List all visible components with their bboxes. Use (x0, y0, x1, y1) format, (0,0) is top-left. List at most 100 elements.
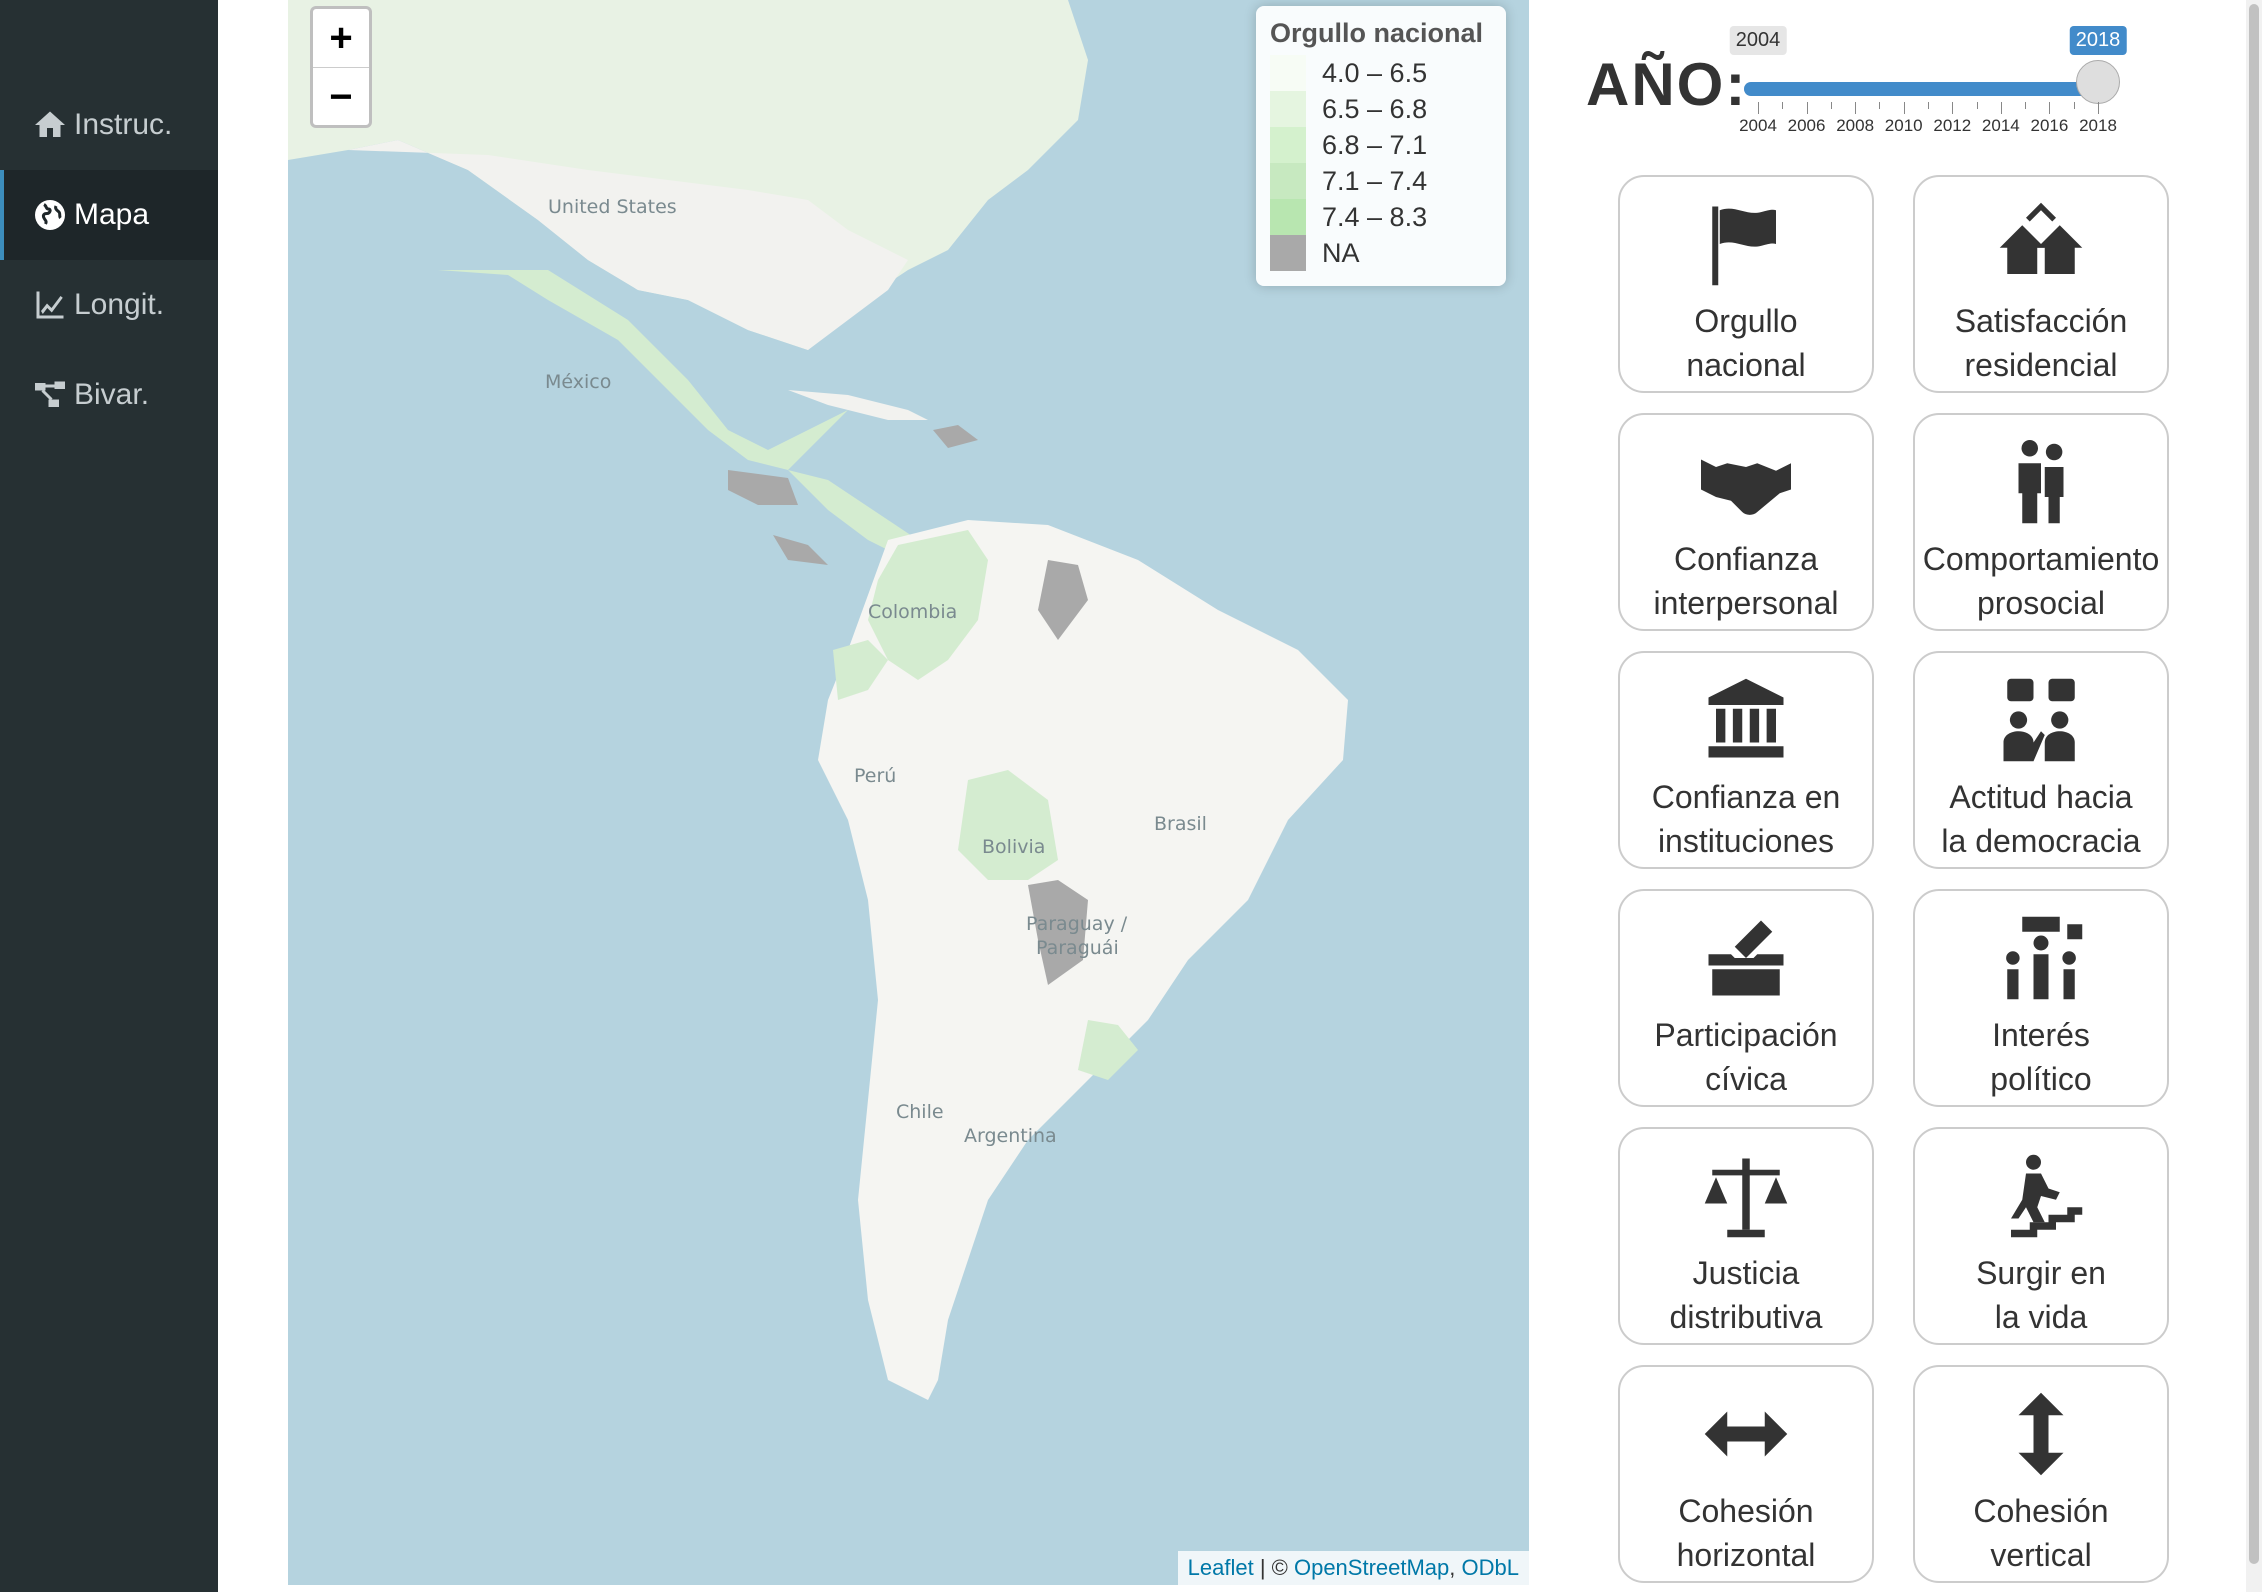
slider-tick-label: 2006 (1787, 116, 1826, 135)
home-icon (35, 111, 65, 137)
slider-value-badge: 2018 (2069, 26, 2127, 55)
vote-people-icon (2003, 678, 2075, 762)
slider-tick (1758, 102, 1759, 114)
card-label-line2: distributiva (1669, 1299, 1823, 1335)
card-label-line2: interpersonal (1653, 585, 1839, 621)
paraguay-na (1028, 880, 1088, 985)
sidebar: Instruc. Mapa Longit. Bivar. (0, 0, 218, 1592)
scrollbar-thumb[interactable] (2249, 4, 2259, 1564)
slider-tick (1928, 102, 1929, 109)
card-cohesion-vertical[interactable]: Cohesión vertical (1913, 1365, 2169, 1583)
year-slider[interactable]: 2004 2018 2004 2006 2008 2010 2012 2014 2016 20… (1729, 20, 2140, 140)
protest-icon (2006, 916, 2083, 1000)
card-interes-politico[interactable]: Interés político (1913, 889, 2169, 1107)
sidebar-item-instruc[interactable]: Instruc. (0, 80, 218, 170)
card-label-line2: la democracia (1941, 823, 2141, 859)
slider-tick (1952, 102, 1954, 114)
slider-tick (1879, 102, 1881, 109)
card-confianza-instituciones[interactable]: Confianza en instituciones (1618, 651, 1874, 869)
mexico-land (438, 270, 848, 470)
slider-tick (1903, 102, 1905, 114)
card-actitud-democracia[interactable]: Actitud hacia la democracia (1913, 651, 2169, 869)
osm-link[interactable]: OpenStreetMap (1293, 1555, 1450, 1580)
card-comportamiento-prosocial[interactable]: Comportamiento prosocial (1913, 413, 2169, 631)
sidebar-item-label: Instruc. (74, 108, 173, 141)
card-label-line1: Participación (1654, 1017, 1838, 1053)
card-label-line2: nacional (1686, 347, 1806, 383)
slider-tick-label: 2004 (1739, 116, 1777, 135)
slider-handle[interactable] (2076, 60, 2120, 104)
legend-label: 6.5 – 6.8 (1322, 93, 1428, 124)
card-label-line2: la vida (1994, 1299, 2088, 1335)
card-label-line2: residencial (1964, 347, 2118, 383)
page-scrollbar[interactable] (2246, 0, 2262, 1592)
network-icon (35, 381, 65, 407)
ballot-box-icon (1708, 920, 1784, 996)
slider-tick (2000, 102, 2002, 114)
legend-entry: 6.8 – 7.1 (1270, 127, 1492, 163)
card-label-line1: Interés (1992, 1017, 2090, 1053)
card-label-line1: Surgir en (1976, 1255, 2106, 1291)
year-label: AÑO: (1586, 51, 1748, 118)
zoom-control: + − (310, 6, 372, 128)
slider-tick (1976, 102, 1978, 109)
map[interactable]: United States México Colombia Perú Brasi… (288, 0, 1529, 1585)
map-attribution: Leaflet | © OpenStreetMap, ODbL (1177, 1551, 1529, 1585)
slider-min-badge: 2004 (1729, 26, 1787, 55)
odbl-link[interactable]: ODbL (1461, 1555, 1519, 1580)
venezuela-guyana-na (1038, 560, 1088, 640)
sidebar-item-bivar[interactable]: Bivar. (0, 350, 218, 440)
colombia-land (868, 530, 988, 680)
card-orgullo-nacional[interactable]: Orgullo nacional (1618, 175, 1874, 393)
card-label-line2: instituciones (1657, 823, 1835, 859)
ecuador-land (833, 640, 888, 700)
united-states-land (348, 140, 908, 350)
legend-title: Orgullo nacional (1270, 18, 1484, 48)
card-satisfaccion-residencial[interactable]: Satisfacción residencial (1913, 175, 2169, 393)
line-chart-icon (36, 291, 64, 319)
card-label-line1: Cohesión (1678, 1493, 1814, 1529)
card-label-line1: Confianza en (1651, 779, 1841, 815)
hispaniola-na (933, 425, 978, 448)
card-surgir-vida[interactable]: Surgir en la vida (1913, 1127, 2169, 1345)
legend-label: 4.0 – 6.5 (1322, 57, 1428, 88)
central-america-na-2 (773, 535, 828, 565)
label-argentina: Argentina (964, 1125, 1057, 1147)
slider-tick (2049, 102, 2051, 114)
sidebar-item-label: Bivar. (74, 378, 150, 411)
slider-tick (1830, 102, 1832, 109)
leaflet-link[interactable]: Leaflet (1187, 1555, 1254, 1580)
slider-tick (2073, 102, 2075, 109)
sidebar-item-label: Mapa (74, 198, 150, 231)
legend-label: NA (1322, 237, 1360, 268)
card-label-line1: Actitud hacia (1949, 779, 2133, 815)
cuba-land (788, 390, 928, 420)
legend-entry: 7.1 – 7.4 (1270, 163, 1492, 199)
slider-tick (2098, 102, 2099, 114)
card-confianza-interpersonal[interactable]: Confianza interpersonal (1618, 413, 1874, 631)
legend-label: 6.8 – 7.1 (1322, 129, 1428, 160)
zoom-out-button[interactable]: − (329, 75, 353, 119)
label-paraguai: Paraguái (1036, 937, 1119, 959)
card-justicia-distributiva[interactable]: Justicia distributiva (1618, 1127, 1874, 1345)
legend-entry: 7.4 – 8.3 (1270, 199, 1492, 235)
card-label-line1: Orgullo (1694, 303, 1798, 339)
label-mexico: México (545, 371, 611, 393)
card-label-line2: prosocial (1976, 585, 2106, 621)
zoom-in-button[interactable]: + (313, 9, 369, 68)
legend-label: 7.1 – 7.4 (1322, 165, 1428, 196)
scales-icon (1704, 1158, 1788, 1238)
handshake-icon (1701, 459, 1791, 515)
sidebar-item-longit[interactable]: Longit. (0, 260, 218, 350)
slider-tick-label: 2016 (2030, 116, 2069, 135)
legend-swatch (1270, 127, 1306, 163)
legend-label: 7.4 – 8.3 (1322, 201, 1428, 232)
attribution-comma: , (1449, 1555, 1462, 1580)
card-cohesion-horizontal[interactable]: Cohesión horizontal (1618, 1365, 1874, 1583)
card-participacion-civica[interactable]: Participación cívica (1618, 889, 1874, 1107)
sidebar-item-mapa[interactable]: Mapa (0, 170, 218, 260)
card-label-line1: Justicia (1692, 1255, 1800, 1291)
card-label-line2: cívica (1705, 1061, 1787, 1097)
slider-tick-label: 2018 (2079, 116, 2117, 135)
vertical-arrows-icon (2018, 1392, 2064, 1476)
